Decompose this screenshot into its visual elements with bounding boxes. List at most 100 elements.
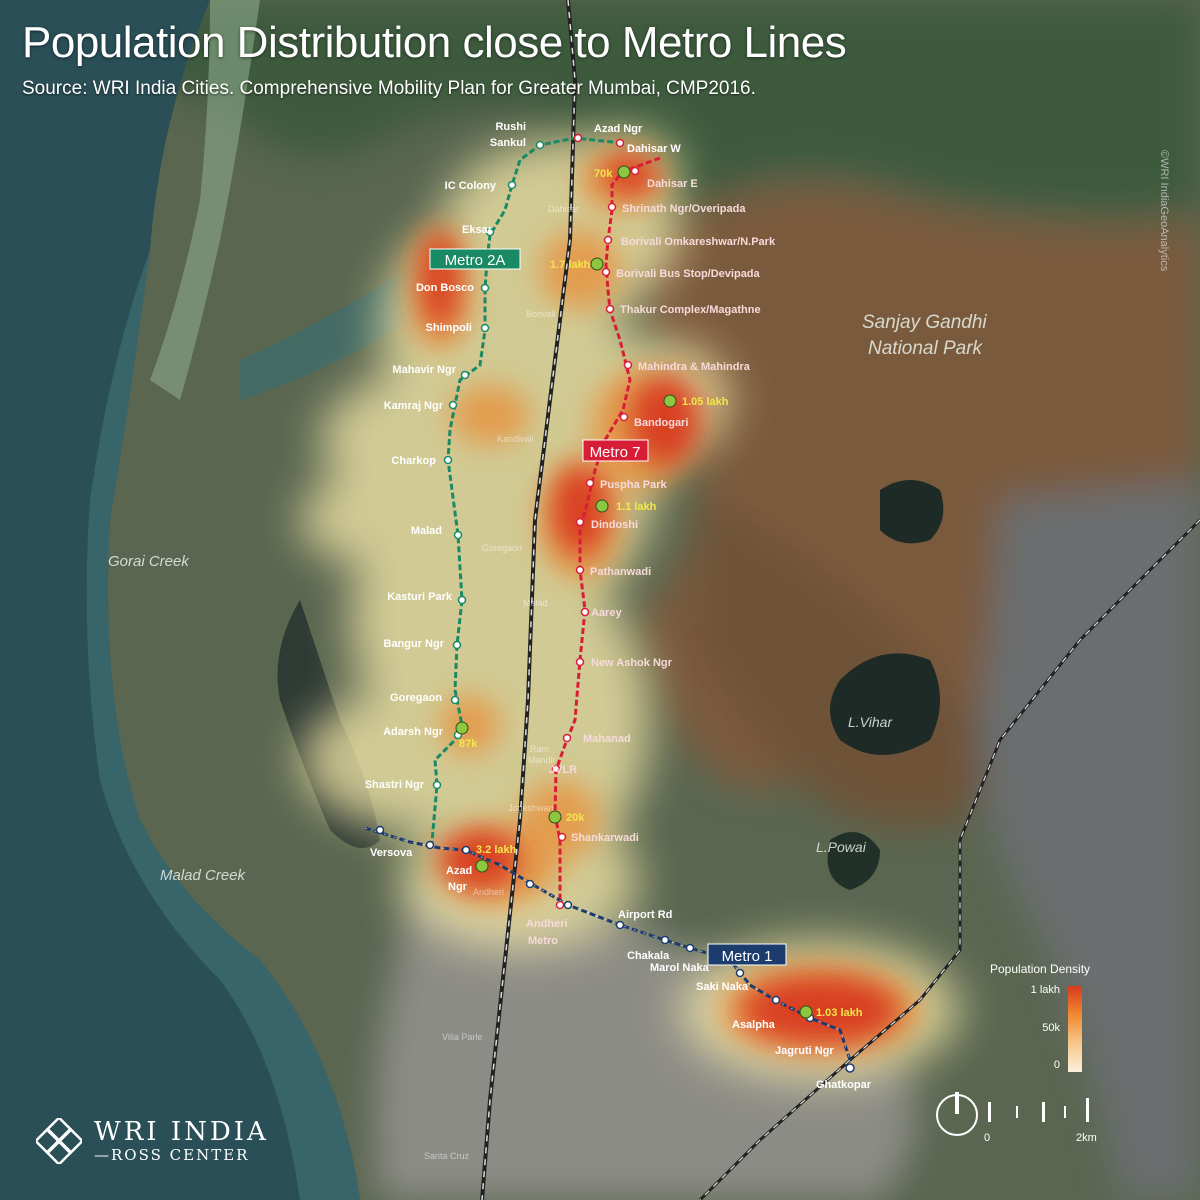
station-kasturi-park[interactable] — [457, 595, 467, 605]
station-omkareshwar[interactable] — [603, 235, 613, 245]
hotspot-label: 1.05 lakh — [682, 396, 729, 408]
station-dahisar-w[interactable] — [615, 138, 625, 148]
station-mahanad[interactable] — [562, 733, 572, 743]
line-label-metro-1[interactable]: Metro 1 — [707, 943, 787, 966]
hotspot-markers — [455, 165, 813, 1019]
label-azad-1: Azad — [446, 865, 472, 877]
legend-color-ramp — [1068, 986, 1082, 1072]
station-dindoshi[interactable] — [575, 517, 585, 527]
station-versova[interactable] — [375, 825, 385, 835]
station-andheri-1[interactable] — [525, 879, 535, 889]
svg-text:Kandivali: Kandivali — [497, 434, 534, 444]
hotspot-marker[interactable] — [799, 1005, 813, 1019]
line-label-metro-2a[interactable]: Metro 2A — [429, 248, 521, 270]
station-new-ashok-ngr[interactable] — [575, 657, 585, 667]
label-asalpha: Asalpha — [732, 1019, 776, 1031]
station-don-bosco[interactable] — [480, 283, 490, 293]
station-pathanwadi[interactable] — [575, 565, 585, 575]
station-shankarwadi[interactable] — [557, 832, 567, 842]
station-malad[interactable] — [453, 530, 463, 540]
label-jvlr: JVLR — [549, 764, 577, 776]
label-dahisar-e: Dahisar E — [647, 178, 698, 190]
line-label-metro-7[interactable]: Metro 7 — [582, 439, 649, 462]
label-bangur: Bangur Ngr — [384, 638, 445, 650]
hotspot-labels: 70k 1.7 lakh 1.05 lakh 1.1 lakh 87k 20k … — [459, 168, 863, 1019]
north-arrow-icon — [936, 1092, 978, 1136]
hotspot-label: 70k — [594, 168, 613, 180]
hotspot-marker[interactable] — [663, 394, 677, 408]
station-devipada[interactable] — [601, 267, 611, 277]
hotspot-label: 20k — [566, 812, 585, 824]
label-airport-rd: Airport Rd — [618, 909, 672, 921]
station-mahavir-ngr[interactable] — [460, 370, 470, 380]
station-jvlr[interactable] — [551, 764, 561, 774]
station-goregaon[interactable] — [450, 695, 460, 705]
hotspot-marker[interactable] — [455, 721, 469, 735]
station-ic-colony[interactable] — [507, 180, 517, 190]
hotspot-marker[interactable] — [617, 165, 631, 179]
station-da-nagar[interactable] — [425, 840, 435, 850]
station-aarey[interactable] — [580, 607, 590, 617]
station-kamraj-ngr[interactable] — [448, 400, 458, 410]
station-bangur-ngr[interactable] — [452, 640, 462, 650]
hotspot-marker[interactable] — [590, 257, 604, 271]
label-saki-naka: Saki Naka — [696, 981, 749, 993]
station-bandogari[interactable] — [619, 412, 629, 422]
station-charkop[interactable] — [443, 455, 453, 465]
wri-logo: WRI INDIA —ROSS CENTER — [36, 1118, 269, 1164]
station-marol-naka[interactable] — [685, 943, 695, 953]
map-source: Source: WRI India Cities. Comprehensive … — [22, 78, 756, 99]
metro-1-station-labels: Versova Azad Ngr Airport Rd Chakala Maro… — [370, 847, 872, 1091]
station-airport-rd[interactable] — [615, 920, 625, 930]
label-malad: Malad — [411, 525, 442, 537]
label-azad-2: Ngr — [448, 881, 468, 893]
hotspot-marker[interactable] — [475, 859, 489, 873]
station-mahindra[interactable] — [623, 360, 633, 370]
svg-text:Goregaon: Goregaon — [482, 543, 522, 553]
metro-2a-station-labels: Rushi Sankul IC Colony Eksar Don Bosco S… — [365, 121, 526, 791]
station-rushi-sankul[interactable] — [535, 140, 545, 150]
station-thakur-complex[interactable] — [605, 304, 615, 314]
scale-bar: 0 2km — [936, 1092, 1106, 1144]
label-kamraj: Kamraj Ngr — [384, 400, 444, 412]
label-puspha: Puspha Park — [600, 479, 668, 491]
logo-line-2: —ROSS CENTER — [94, 1146, 250, 1164]
label-aarey: Aarey — [591, 607, 622, 619]
label-adarsh: Adarsh Ngr — [383, 726, 444, 738]
legend-max-label: 1 lakh — [1030, 984, 1060, 996]
station-saki-naka[interactable] — [735, 968, 745, 978]
hotspot-label: 87k — [459, 738, 478, 750]
station-andheri-metro[interactable] — [555, 900, 565, 910]
label-marol-naka: Marol Naka — [650, 962, 710, 974]
station-shrinath-ngr[interactable] — [607, 202, 617, 212]
hotspot-marker[interactable] — [595, 499, 609, 513]
sgnp-label-1: Sanjay Gandhi — [862, 312, 987, 333]
svg-text:Metro 1: Metro 1 — [722, 948, 773, 965]
hotspot-label: 3.2 lakh — [476, 844, 517, 856]
svg-text:Borivali: Borivali — [526, 309, 556, 319]
label-don-bosco: Don Bosco — [416, 282, 474, 294]
station-chakala[interactable] — [660, 935, 670, 945]
label-andheri-metro-2: Metro — [528, 935, 558, 947]
station-asalpha[interactable] — [771, 995, 781, 1005]
station-puspha-park[interactable] — [585, 478, 595, 488]
svg-text:Metro 2A: Metro 2A — [445, 252, 506, 269]
label-mahindra: Mahindra & Mahindra — [638, 361, 751, 373]
station-ghatkopar[interactable] — [845, 1063, 855, 1073]
station-dahisar-e[interactable] — [630, 166, 640, 176]
station-azad-ngr-1[interactable] — [461, 845, 471, 855]
sgnp-label-2: National Park — [868, 338, 984, 359]
label-dindoshi: Dindoshi — [591, 519, 638, 531]
station-weh[interactable] — [563, 900, 573, 910]
station-azad-ngr-7[interactable] — [573, 133, 583, 143]
svg-text:Santa Cruz: Santa Cruz — [424, 1151, 470, 1161]
station-eksar[interactable] — [485, 227, 495, 237]
svg-text:Metro 7: Metro 7 — [590, 444, 641, 461]
station-shimpoli[interactable] — [480, 323, 490, 333]
label-charkop: Charkop — [391, 455, 436, 467]
hotspot-marker[interactable] — [548, 810, 562, 824]
station-shastri-ngr[interactable] — [432, 780, 442, 790]
label-omkareshwar: Borivali Omkareshwar/N.Park — [621, 236, 776, 248]
scale-end-label: 2km — [1076, 1132, 1097, 1144]
